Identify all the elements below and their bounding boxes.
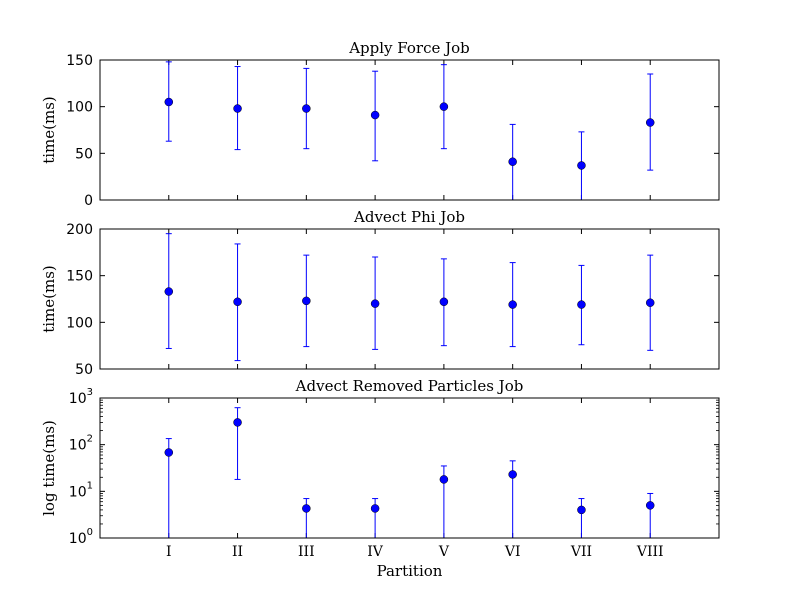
y-tick-label: 102 <box>69 434 93 454</box>
y-tick-label: 150 <box>66 53 93 69</box>
x-tick-label: VI <box>504 544 521 560</box>
data-point <box>370 504 380 513</box>
panel-title: Advect Phi Job <box>353 208 465 226</box>
data-point <box>233 418 242 427</box>
y-tick-label: 100 <box>69 527 93 547</box>
y-tick-label: 150 <box>66 269 93 285</box>
panel-title: Advect Removed Particles Job <box>295 377 524 395</box>
y-tick-label: 100 <box>66 315 93 331</box>
panel-3: Advect Removed Particles Job log time(ms)… <box>40 377 720 580</box>
y-tick-label: 0 <box>84 193 93 209</box>
data-point <box>577 161 586 170</box>
data-point <box>302 504 311 513</box>
axes-frame <box>99 59 720 201</box>
y-tick-label: 100 <box>66 100 93 116</box>
data-point <box>302 296 311 306</box>
data-point <box>164 448 174 457</box>
data-point <box>508 470 517 479</box>
y-tick-label: 101 <box>69 480 93 500</box>
data-point <box>164 97 174 107</box>
data-point <box>233 104 242 113</box>
data-point <box>645 298 655 307</box>
data-point <box>370 299 380 308</box>
y-tick-label: 50 <box>75 362 93 378</box>
data-point <box>577 300 586 309</box>
axes-frame <box>99 397 720 539</box>
y-tick-label: 50 <box>75 146 93 162</box>
data-point <box>439 297 449 307</box>
x-axis-label: Partition <box>377 562 443 580</box>
panel-2: Advect Phi Job time(ms) 50 100 150 200 <box>40 208 720 378</box>
data-point <box>164 287 174 296</box>
x-tick-label: VIII <box>636 544 664 560</box>
x-tick-label: IV <box>367 544 384 560</box>
x-tick-label: V <box>438 544 450 560</box>
x-tick-label: III <box>298 544 315 560</box>
data-point <box>439 102 449 111</box>
data-point <box>577 505 586 515</box>
data-point <box>439 475 449 484</box>
data-point <box>508 300 517 309</box>
data-point <box>233 297 242 307</box>
x-tick-label: VII <box>570 544 592 560</box>
x-tick-label: II <box>232 544 243 560</box>
data-point <box>645 501 655 510</box>
data-point <box>645 118 655 127</box>
y-tick-label: 103 <box>69 387 93 407</box>
y-axis-label: time(ms) <box>40 265 58 333</box>
panel-1: Apply Force Job time(ms) 0 50 100 150 <box>40 39 720 209</box>
y-axis-label: time(ms) <box>40 96 58 164</box>
y-axis-label: log time(ms) <box>40 420 58 516</box>
data-point <box>508 157 517 166</box>
data-point <box>302 104 311 113</box>
x-tick-label: I <box>166 544 172 560</box>
axes-frame <box>99 228 720 370</box>
panel-title: Apply Force Job <box>348 39 470 57</box>
data-point <box>370 110 380 120</box>
y-tick-label: 200 <box>66 222 93 238</box>
